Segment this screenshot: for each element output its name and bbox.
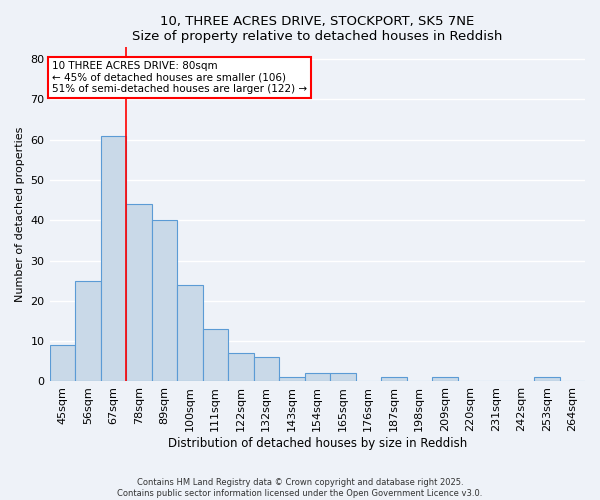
Bar — [101, 136, 126, 382]
Text: Contains HM Land Registry data © Crown copyright and database right 2025.
Contai: Contains HM Land Registry data © Crown c… — [118, 478, 482, 498]
Bar — [432, 378, 458, 382]
Title: 10, THREE ACRES DRIVE, STOCKPORT, SK5 7NE
Size of property relative to detached : 10, THREE ACRES DRIVE, STOCKPORT, SK5 7N… — [132, 15, 502, 43]
Bar — [254, 358, 279, 382]
Bar — [50, 345, 75, 382]
Bar — [203, 329, 228, 382]
Bar — [381, 378, 407, 382]
Bar — [152, 220, 177, 382]
Bar — [330, 374, 356, 382]
Bar — [75, 280, 101, 382]
Text: 10 THREE ACRES DRIVE: 80sqm
← 45% of detached houses are smaller (106)
51% of se: 10 THREE ACRES DRIVE: 80sqm ← 45% of det… — [52, 61, 307, 94]
Bar — [305, 374, 330, 382]
Bar — [279, 378, 305, 382]
Bar — [228, 353, 254, 382]
Bar — [126, 204, 152, 382]
Bar — [177, 284, 203, 382]
X-axis label: Distribution of detached houses by size in Reddish: Distribution of detached houses by size … — [167, 437, 467, 450]
Bar — [534, 378, 560, 382]
Y-axis label: Number of detached properties: Number of detached properties — [15, 126, 25, 302]
